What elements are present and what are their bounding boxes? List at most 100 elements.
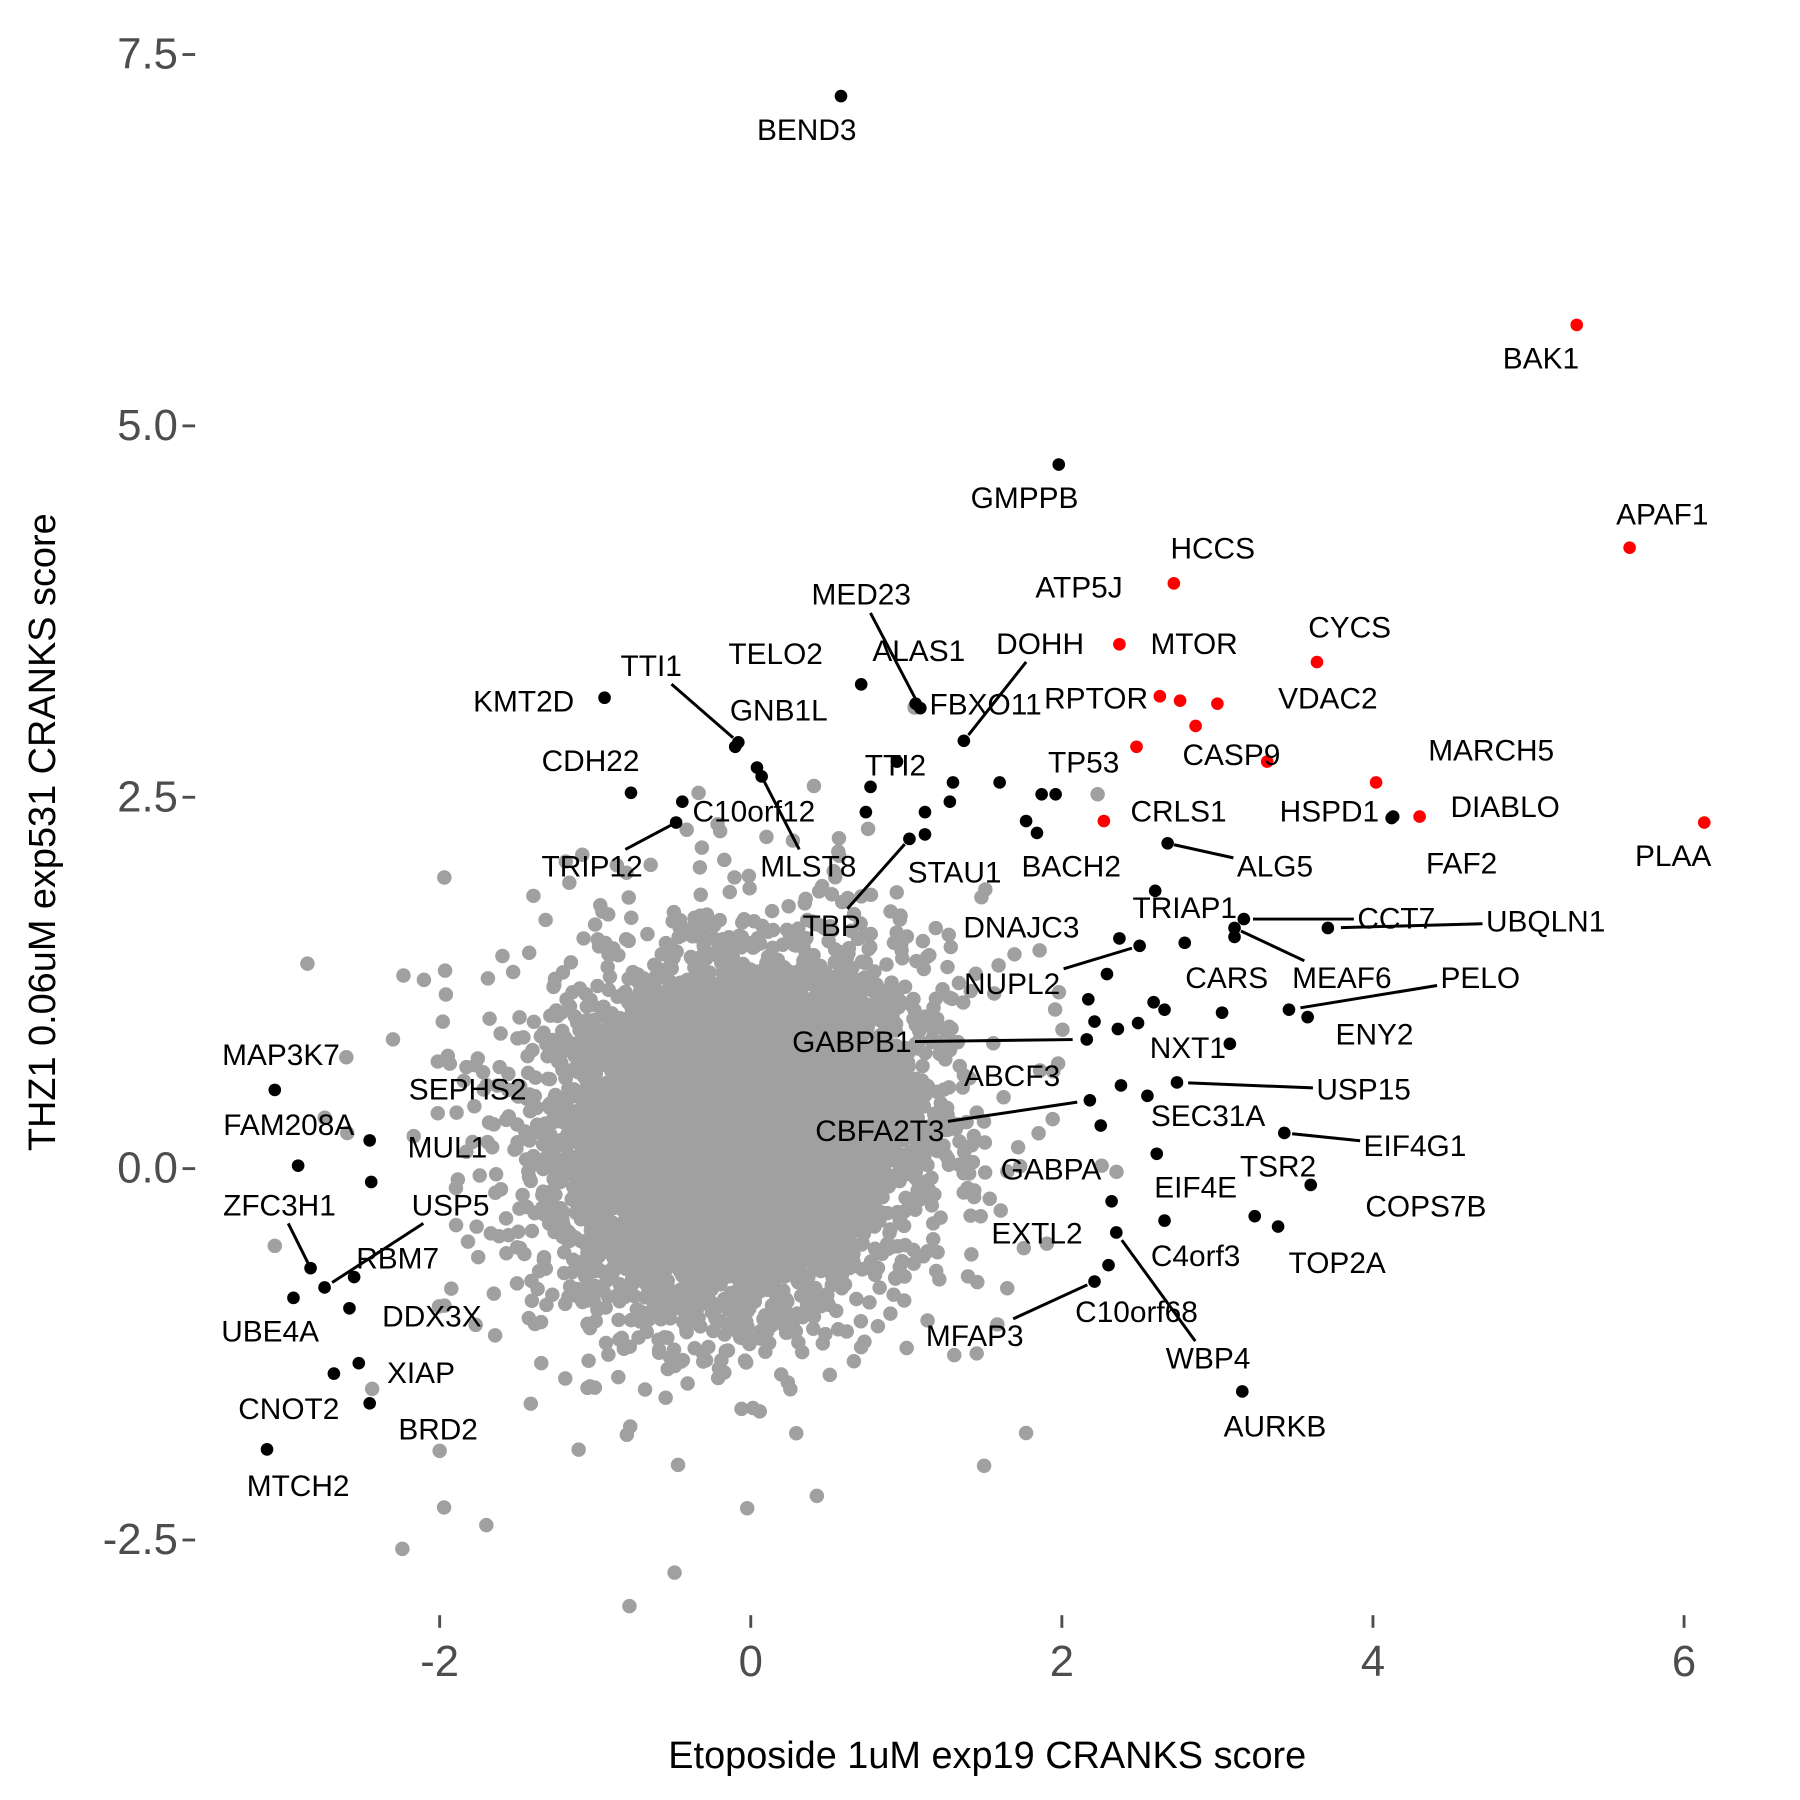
background-point [624,910,639,925]
background-point [1039,1236,1055,1251]
background-point [510,1031,525,1046]
background-point [791,921,806,936]
background-point [538,1261,554,1276]
background-point [486,1286,502,1301]
background-point [534,1355,549,1371]
background-point [512,1010,527,1025]
background-point [448,1180,464,1196]
background-point [660,1361,675,1377]
background-point [822,1367,838,1383]
background-point [521,945,537,960]
background-point [480,971,496,986]
background-point [526,888,541,904]
background-point [590,978,605,994]
background-point [471,1249,486,1265]
background-point [708,1311,723,1326]
background-point [556,1265,572,1281]
background-point [611,1369,626,1385]
background-point [538,912,553,928]
background-point [540,1049,555,1064]
background-point [964,1247,979,1262]
background-point [857,955,873,971]
background-point [781,899,796,914]
background-point [583,1223,599,1238]
background-point [612,1332,627,1347]
background-point [943,939,959,955]
background-point [493,1026,508,1041]
background-point [932,1046,947,1061]
background-point [787,937,802,953]
background-point [951,975,967,991]
background-point [460,1234,476,1249]
background-point [523,1396,539,1411]
background-point [888,1271,903,1286]
background-point [978,882,993,897]
background-point [622,1598,637,1614]
background-point [611,1312,626,1328]
background-point [862,1295,877,1310]
background-point [459,1144,474,1159]
background-point [860,821,876,837]
background-point [831,844,846,859]
background-point [941,927,956,943]
background-point [764,1318,779,1333]
background-point [1007,947,1022,962]
background-point [571,1442,586,1457]
background-point [1051,985,1067,1000]
background-point [1016,1240,1032,1256]
background-point [854,889,869,904]
background-point [576,931,591,946]
background-points [267,700,1124,1614]
background-point [706,918,722,933]
background-point [468,1317,483,1333]
background-point [814,878,830,894]
background-point [631,1330,646,1345]
background-point [565,1252,581,1267]
background-point [498,1211,514,1226]
background-point [670,1457,686,1473]
background-point [826,863,841,879]
background-point [591,1249,606,1264]
background-point [520,1048,535,1064]
background-point [581,1353,596,1368]
background-point [831,831,847,846]
background-point [520,1065,536,1081]
background-point [364,1381,380,1397]
background-point [764,903,780,919]
background-point [993,1203,1008,1218]
background-point [490,1078,505,1093]
background-point [745,1400,761,1416]
background-point [535,1184,551,1199]
background-point [562,998,578,1014]
background-point [1010,1140,1026,1155]
background-point [906,1256,921,1271]
background-point [488,1167,504,1182]
background-point [435,1014,451,1029]
background-point [909,953,924,969]
background-point [895,951,910,966]
background-point [986,986,1002,1001]
background-point [922,948,937,963]
background-point [717,1365,732,1380]
background-point [340,1125,355,1141]
background-point [742,881,757,896]
background-point [522,1133,537,1148]
background-point [990,1317,1005,1332]
background-point [406,1128,421,1144]
background-point [956,1185,971,1200]
background-point [996,1090,1011,1105]
background-point [640,926,655,942]
background-point [492,1059,507,1075]
background-point [515,1187,530,1203]
background-point [892,912,908,927]
background-point [609,858,625,873]
background-point [925,1216,941,1231]
background-point [915,933,931,949]
background-point [637,1382,653,1397]
background-point [872,1280,887,1295]
background-point [600,959,615,975]
background-point [691,785,706,801]
background-point [963,983,979,999]
background-point [472,1168,487,1183]
